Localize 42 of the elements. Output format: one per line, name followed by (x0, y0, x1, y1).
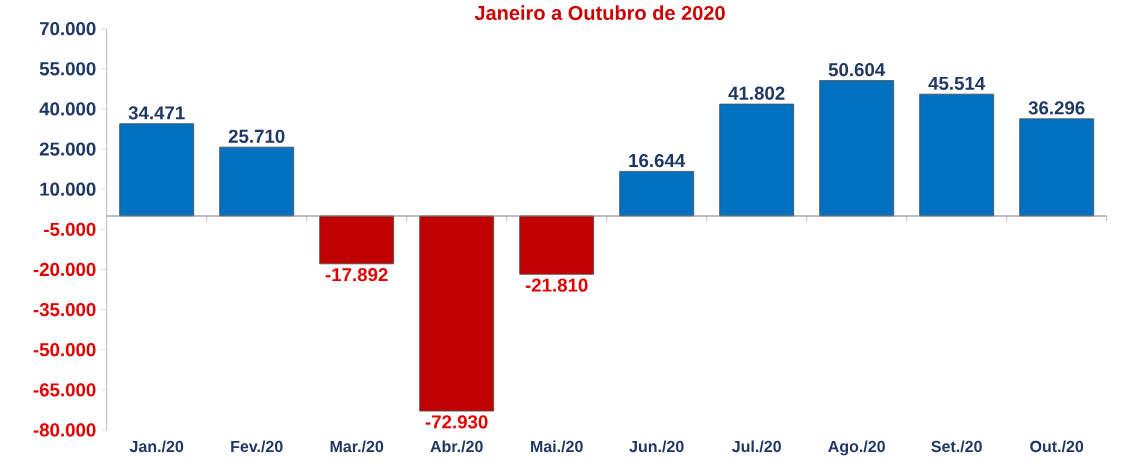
y-tick-label: 55.000 (39, 62, 96, 76)
x-tick-label: Mai./20 (531, 440, 583, 453)
x-tick-label: Fev./20 (231, 440, 283, 453)
data-label: 45.514 (928, 76, 986, 90)
x-tick-label: Mar./20 (330, 440, 384, 453)
x-tick-label: Jan./20 (129, 440, 184, 453)
y-tick-label: 70.000 (39, 22, 96, 36)
x-tick-label: Jul./20 (732, 440, 781, 453)
y-tick-label: 25.000 (39, 142, 96, 156)
data-label: -72.930 (425, 415, 488, 429)
data-label: 34.471 (128, 106, 185, 120)
y-tick-label: 40.000 (39, 102, 96, 116)
data-label: 50.604 (828, 63, 886, 77)
data-label: -17.892 (325, 268, 388, 282)
bar (919, 93, 995, 217)
data-label: 16.644 (629, 153, 686, 168)
bar (219, 146, 295, 217)
bar (519, 215, 595, 275)
bar (319, 215, 395, 265)
y-tick-label: -65.000 (33, 383, 96, 397)
data-label: 36.296 (1028, 101, 1085, 115)
data-label: -21.810 (525, 278, 588, 292)
x-tick-label: Out./20 (1030, 440, 1084, 453)
y-tick-label: -5.000 (44, 222, 96, 236)
bar (719, 103, 795, 217)
data-label: 41.802 (728, 86, 785, 100)
bar (619, 171, 695, 217)
x-tick-label: Jun./20 (629, 440, 684, 453)
chart-title: Janeiro a Outubro de 2020 (474, 5, 725, 21)
bar (1019, 118, 1095, 217)
bar (419, 215, 495, 412)
y-tick-label: -35.000 (33, 302, 96, 317)
x-tick-label: Ago./20 (828, 440, 885, 456)
x-tick-label: Set./20 (931, 440, 982, 453)
y-tick-label: -50.000 (33, 343, 96, 357)
y-tick-label: 10.000 (40, 182, 96, 196)
bar (119, 123, 195, 217)
x-tick-label: Abr./20 (430, 440, 483, 453)
bar (819, 80, 895, 217)
y-tick-label: -20.000 (33, 262, 96, 277)
data-label: 25.710 (228, 129, 285, 143)
y-tick-label: -80.000 (33, 423, 96, 437)
